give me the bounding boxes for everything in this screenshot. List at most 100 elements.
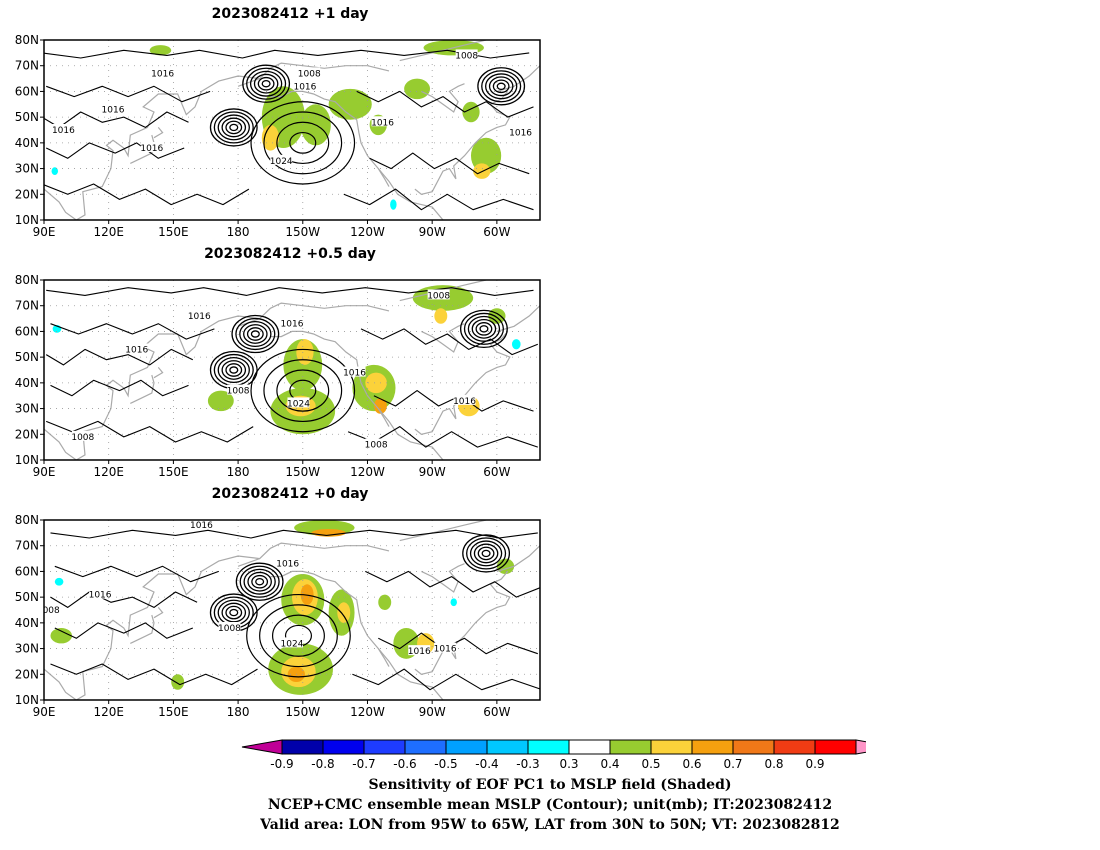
coastline	[496, 305, 540, 332]
contour-label: 1016	[140, 144, 163, 154]
low-pressure-contour	[229, 608, 239, 617]
low-pressure-contour	[257, 76, 275, 91]
lat-label: 10N	[15, 453, 39, 467]
shading-patch	[434, 308, 448, 324]
contour-label-bg	[453, 394, 476, 405]
coastline	[421, 323, 465, 353]
contour-label-bg	[188, 310, 211, 320]
contour-label: 1024	[287, 399, 310, 409]
contour-label-bg	[89, 588, 112, 599]
low-pressure-contour	[213, 111, 254, 144]
coastline	[270, 330, 444, 460]
lon-label: 60W	[483, 225, 510, 239]
contour-label: 1008	[227, 387, 250, 397]
coastline	[44, 315, 260, 460]
low-pressure-contour	[209, 108, 258, 147]
lon-label: 90W	[419, 465, 446, 479]
coastline	[421, 563, 465, 593]
colorbar-segment	[363, 739, 406, 755]
coastline	[414, 571, 511, 675]
shading-patch	[296, 339, 314, 365]
colorbar-segment	[650, 739, 693, 755]
caption-line-2: NCEP+CMC ensemble mean MSLP (Contour); u…	[267, 797, 833, 813]
lon-label: 150W	[285, 705, 320, 719]
shading-patch	[149, 45, 172, 56]
map-frame	[43, 279, 541, 461]
contour-label-bg	[151, 67, 174, 78]
lat-label: 30N	[15, 402, 39, 416]
low-pressure-contour	[249, 70, 283, 97]
low-pressure-contour	[475, 322, 493, 336]
low-pressure-contour	[481, 549, 491, 558]
colorbar-high-arrow	[855, 739, 866, 755]
lat-label: 40N	[15, 616, 39, 630]
lat-label: 10N	[15, 213, 39, 227]
contour-label-bg	[227, 384, 250, 395]
contour-label-bg	[298, 67, 321, 78]
contour-label: 1024	[281, 639, 304, 649]
pressure-contour	[360, 328, 539, 356]
pressure-contour	[46, 85, 211, 103]
contour-label-bg	[44, 604, 60, 614]
low-pressure-contour	[255, 577, 265, 586]
contour-label-bg	[71, 430, 94, 441]
lat-label: 70N	[15, 539, 39, 553]
low-pressure-contour	[239, 321, 272, 347]
lat-label: 80N	[15, 33, 39, 47]
low-pressure-contour	[473, 543, 499, 564]
colorbar-segment	[814, 739, 857, 755]
lon-label: 90W	[419, 705, 446, 719]
low-pressure-contour	[243, 568, 276, 595]
contour-label-bg	[408, 645, 431, 656]
lat-label: 40N	[15, 376, 39, 390]
contour-label: 1016	[293, 82, 316, 92]
coastline	[130, 374, 155, 404]
low-pressure-contour	[243, 324, 268, 344]
coastline	[270, 570, 444, 700]
lat-label: 50N	[15, 590, 39, 604]
high-pressure-contour	[289, 131, 317, 154]
contour-label: 1008	[455, 51, 478, 61]
lon-label: 60W	[483, 705, 510, 719]
map-frame	[43, 519, 541, 701]
low-pressure-contour	[229, 366, 239, 374]
contour-label: 1016	[52, 126, 75, 136]
pressure-contour	[44, 49, 530, 59]
lon-label: 150E	[158, 465, 189, 479]
contour-label-bg	[281, 637, 303, 648]
high-pressure-contour	[250, 348, 356, 433]
low-pressure-contour	[479, 325, 489, 333]
lon-label: 150W	[285, 465, 320, 479]
low-pressure-contour	[261, 79, 271, 88]
low-pressure-contour	[246, 67, 287, 100]
lat-label: 20N	[15, 667, 39, 681]
low-pressure-contour	[213, 353, 254, 387]
shading-patch	[337, 602, 351, 623]
pressure-contour	[50, 591, 198, 608]
contour-label: 1016	[408, 647, 431, 657]
lat-label: 70N	[15, 59, 39, 73]
panel-3-title: 2023082412 +0 day	[211, 486, 369, 502]
map-plot-area: 1008 1016 1016 1016 1008 1016 1024 1016 1008 1008	[44, 280, 540, 460]
pressure-contour	[45, 348, 194, 366]
lat-label: 70N	[15, 299, 39, 313]
map-panel-plus1day: 1016 1008 1016 1008 1016 1016 1016 1016 1016 1024…	[15, 33, 541, 239]
coastline	[421, 83, 465, 113]
lon-label: 180	[227, 225, 250, 239]
colorbar-segment	[568, 739, 611, 755]
contour-label-bg	[125, 343, 148, 354]
high-pressure-contour	[250, 101, 356, 185]
lat-label: 80N	[15, 273, 39, 287]
pressure-contour	[352, 668, 540, 691]
lon-label: 150W	[285, 225, 320, 239]
lat-label: 60N	[15, 324, 39, 338]
coastline	[496, 65, 540, 92]
contour-label: 1016	[190, 521, 213, 531]
colorbar-label: 0.8	[764, 757, 783, 771]
shading-patch	[171, 674, 185, 690]
coastline	[377, 648, 390, 667]
low-pressure-contour	[239, 565, 280, 598]
low-pressure-contour	[251, 574, 269, 589]
low-pressure-contour	[462, 534, 511, 573]
shading-patch	[54, 577, 64, 586]
